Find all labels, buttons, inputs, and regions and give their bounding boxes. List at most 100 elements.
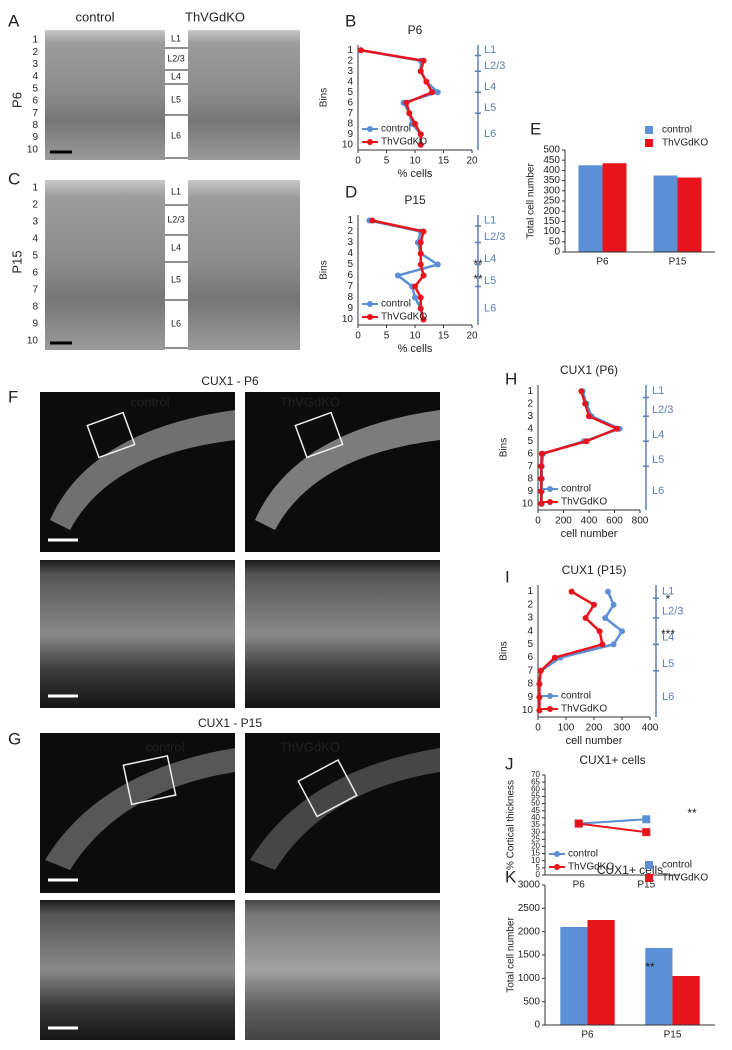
data-point <box>578 388 585 395</box>
data-point <box>429 89 436 96</box>
bin-label: 1 <box>32 35 38 46</box>
legend-label: control <box>662 125 692 136</box>
image-title: CUX1 - P15 <box>198 716 262 730</box>
panel-letter: J <box>505 754 514 773</box>
data-point <box>420 316 427 323</box>
y-tick-label: 30 <box>531 827 540 836</box>
x-tick-label: 15 <box>438 156 450 167</box>
x-tick-label: 400 <box>642 723 659 734</box>
data-point <box>536 707 543 714</box>
y-tick-label: 2000 <box>518 926 541 937</box>
data-point <box>434 89 441 96</box>
y-tick-label: 0 <box>534 1020 540 1031</box>
data-point <box>536 681 543 687</box>
layer-label: L2/3 <box>167 214 185 224</box>
x-tick-label: 200 <box>555 516 572 527</box>
x-tick-label: P6 <box>596 257 609 268</box>
panel-letter: H <box>505 369 517 388</box>
y-axis-label: Total cell number <box>506 917 517 993</box>
series-line <box>539 390 621 504</box>
data-point <box>582 400 589 407</box>
y-tick-label: 500 <box>523 996 540 1007</box>
data-point <box>406 110 413 117</box>
x-tick-label: P15 <box>637 880 655 891</box>
legend-swatch <box>547 693 553 699</box>
data-point <box>599 641 606 648</box>
x-tick-label: 300 <box>614 723 631 734</box>
bar <box>560 927 588 1025</box>
panel-letter: C <box>8 169 20 188</box>
layer-label: L4 <box>171 242 181 252</box>
bin-label: 7 <box>32 108 38 119</box>
genotype-label: ThVGdKO <box>185 9 245 24</box>
genotype-label: ThVGdKO <box>280 739 340 754</box>
layer-label: L1 <box>484 214 496 226</box>
bin-label: 8 <box>32 120 38 131</box>
bin-label: 9 <box>32 132 38 143</box>
y-axis-label: Bins <box>319 260 330 279</box>
y-tick-label: 35 <box>531 820 540 829</box>
y-tick-label: 7 <box>527 665 533 676</box>
y-tick-label: 1 <box>347 45 353 56</box>
legend-label: control <box>381 299 411 310</box>
bin-label: 9 <box>32 319 38 330</box>
data-point <box>412 120 418 127</box>
panel-letter: K <box>505 867 517 886</box>
data-point <box>642 828 651 837</box>
layer-label: L1 <box>484 44 496 56</box>
x-tick-label: 400 <box>581 516 598 527</box>
y-tick-label: 9 <box>527 692 533 703</box>
y-axis-label: Total cell number <box>526 163 537 239</box>
bar <box>645 948 673 1025</box>
data-point <box>417 141 424 148</box>
layer-label: L1 <box>171 33 181 43</box>
bin-label: 5 <box>32 83 38 94</box>
layer-label: L6 <box>171 318 181 328</box>
panel-letter: G <box>8 729 21 748</box>
y-tick-label: 60 <box>531 784 540 793</box>
y-tick-label: 10 <box>522 705 534 716</box>
layer-label: L2/3 <box>167 53 185 63</box>
y-tick-label: 6 <box>527 448 533 459</box>
row-label: P15 <box>9 250 24 273</box>
y-tick-label: 500 <box>543 145 560 156</box>
y-tick-label: 1 <box>527 386 533 397</box>
y-tick-label: 4 <box>347 76 353 87</box>
annotation: * <box>666 592 671 606</box>
bar <box>677 177 702 252</box>
panel-letter: B <box>345 11 356 30</box>
y-tick-label: 40 <box>531 813 540 822</box>
y-tick-label: 2 <box>527 398 533 409</box>
x-tick-label: P6 <box>581 1030 594 1041</box>
legend-swatch <box>547 706 553 712</box>
x-tick-label: 5 <box>384 331 390 342</box>
layer-label: L5 <box>652 454 664 466</box>
data-point <box>602 615 609 621</box>
y-tick-label: 300 <box>543 185 560 196</box>
y-tick-label: 50 <box>531 799 540 808</box>
layer-label: L2/3 <box>652 404 673 416</box>
legend-swatch <box>367 139 373 145</box>
y-tick-label: 8 <box>527 473 533 484</box>
y-tick-label: 6 <box>347 97 353 108</box>
y-tick-label: 5 <box>527 436 533 447</box>
annotation: ** <box>687 806 697 820</box>
legend-swatch <box>547 486 553 492</box>
legend-label: control <box>561 484 591 495</box>
layer-label: L1 <box>171 186 181 196</box>
y-tick-label: 1000 <box>518 973 541 984</box>
layer-label: L1 <box>662 586 674 598</box>
y-tick-label: 150 <box>543 216 560 227</box>
x-tick-label: 0 <box>535 516 541 527</box>
bar <box>578 165 603 252</box>
layer-label: L1 <box>652 385 664 397</box>
legend-swatch <box>367 301 373 307</box>
legend-swatch <box>645 861 653 869</box>
legend-swatch <box>645 139 653 147</box>
data-point <box>568 588 575 595</box>
y-tick-label: 2 <box>347 226 353 237</box>
y-tick-label: 8 <box>347 118 353 129</box>
data-point <box>538 475 545 482</box>
y-axis-label: Bins <box>499 641 510 660</box>
layer-label: L6 <box>484 128 496 140</box>
